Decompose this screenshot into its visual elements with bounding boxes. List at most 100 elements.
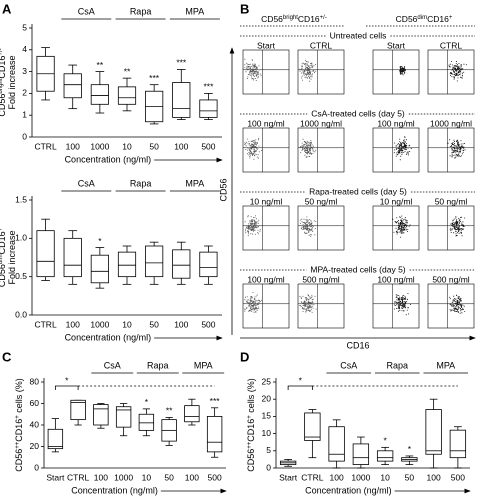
y-axis-label: Fold increase — [7, 230, 17, 284]
x-tick-label: 50 — [164, 472, 174, 482]
box — [47, 428, 64, 450]
box — [36, 230, 55, 278]
label-part: cells (%) — [14, 378, 24, 415]
plot-frame — [242, 205, 290, 251]
dots — [244, 138, 262, 160]
plot-label: 1000 ng/ml — [300, 118, 342, 128]
y-tick-label: 25 — [262, 376, 272, 386]
x-tick-label: CTRL — [301, 472, 323, 482]
x-tick-label: 10 — [122, 141, 132, 151]
plot-label: 100 ng/ml — [247, 118, 284, 128]
x-axis-label: Concentration (ng/ml) — [71, 485, 158, 495]
plot-frame — [427, 49, 475, 95]
x-tick-label: 10 — [142, 472, 152, 482]
plot-frame — [297, 283, 345, 329]
y-tick-label: 0 — [34, 462, 39, 472]
plot-label: 1000 ng/ml — [430, 118, 472, 128]
box — [117, 86, 137, 105]
dots — [300, 138, 317, 158]
plot-frame — [372, 127, 420, 173]
label-part: + — [0, 227, 4, 231]
y-tick-label: 1 — [22, 109, 27, 119]
row-title: MPA-treated cells (day 5) — [310, 264, 405, 274]
x-tick-label: 100 — [330, 472, 344, 482]
label-part: +/- — [320, 15, 327, 21]
dots — [244, 58, 262, 81]
significance: * — [383, 436, 387, 446]
y-axis-label: CD56++CD16+ cells (%) — [14, 378, 24, 472]
label-part: +/- — [0, 48, 4, 55]
significance: ** — [166, 406, 173, 416]
row-title: Rapa-treated cells (day 5) — [309, 186, 407, 196]
dots — [299, 216, 317, 237]
dots — [447, 139, 466, 159]
plot-label: 500 ng/ml — [432, 274, 469, 284]
y-tick-label: 40 — [30, 419, 40, 429]
x-tick-label: 10 — [122, 319, 132, 329]
box — [184, 405, 200, 423]
x-tick-label: CTRL — [34, 141, 56, 151]
x-tick-label: CTRL — [67, 472, 89, 482]
significance: *** — [203, 82, 214, 92]
dots — [449, 294, 466, 314]
label-part: CD16 — [14, 419, 24, 442]
group-label: MPA — [194, 360, 213, 370]
box — [172, 82, 191, 118]
y-tick-label: 5 — [22, 22, 27, 32]
label-part: CD16 — [427, 14, 449, 24]
label-part: Fold increase — [7, 230, 17, 284]
significance: *** — [149, 73, 160, 83]
plot-label: 500 ng/ml — [302, 274, 339, 284]
y-tick-label: 10 — [262, 428, 272, 438]
box — [117, 251, 137, 278]
plot-frame — [297, 49, 345, 95]
plot-frame — [242, 127, 290, 173]
label-part: + — [449, 15, 453, 21]
plot-frame — [372, 283, 420, 329]
group-label: CsA — [78, 178, 95, 188]
label-part: CD16 — [298, 14, 320, 24]
x-tick-label: 50 — [405, 472, 415, 482]
y-axis-label: CD56++CD16+ cells (%) — [246, 378, 256, 472]
box — [304, 412, 321, 441]
label-part: CD56 — [261, 14, 283, 24]
plot-frame — [297, 205, 345, 251]
label-part: + — [247, 415, 253, 419]
label-part: CD16 — [246, 419, 256, 442]
box — [425, 409, 442, 455]
box — [328, 426, 345, 462]
box — [449, 429, 467, 459]
box — [90, 84, 109, 105]
x-tick-label: Start — [46, 472, 65, 482]
panel-letter: C — [2, 349, 12, 364]
box — [70, 399, 86, 421]
plot-label: 100 ng/ml — [247, 274, 284, 284]
column-header: CD56dimCD16+ — [396, 14, 453, 24]
plot-label: Start — [257, 40, 276, 50]
box — [115, 406, 132, 428]
b-y-axis-label: CD56 — [218, 178, 228, 201]
label-part: dim — [417, 15, 427, 21]
box — [199, 251, 218, 278]
panel-letter: D — [240, 349, 249, 364]
plot-label: 100 ng/ml — [377, 274, 414, 284]
x-tick-label: 100 — [427, 472, 441, 482]
box — [63, 237, 82, 278]
b-x-axis-label: CD16 — [346, 340, 369, 350]
label-part: CD16 — [0, 56, 7, 79]
label-part: Fold increase — [7, 55, 17, 109]
group-label: Rapa — [147, 360, 169, 370]
significance: *** — [176, 58, 187, 68]
y-tick-label: 20 — [262, 393, 272, 403]
group-label: Rapa — [130, 6, 152, 16]
group-label: CsA — [78, 6, 95, 16]
plot-frame — [297, 127, 345, 173]
y-tick-label: 0 — [266, 462, 271, 472]
y-tick-label: 0.0 — [15, 309, 27, 319]
row-title: Untreated cells — [330, 30, 387, 40]
box — [206, 415, 223, 453]
dots — [393, 136, 412, 161]
significance: * — [408, 444, 412, 454]
group-label: CsA — [104, 360, 121, 370]
bracket-label: * — [299, 375, 303, 385]
